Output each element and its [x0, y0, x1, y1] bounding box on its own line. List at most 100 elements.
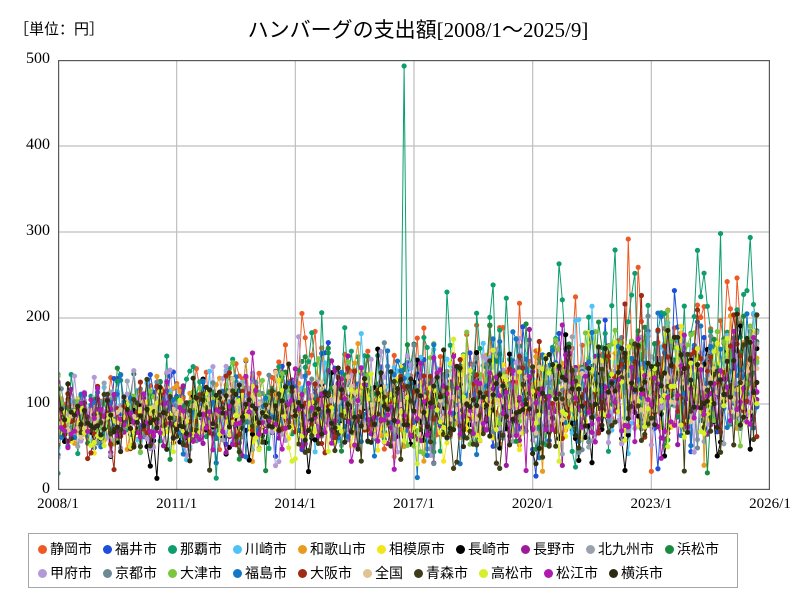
legend-item-大津市[interactable]: 大津市: [168, 566, 222, 580]
series-marker: [559, 396, 565, 402]
legend-item-北九州市[interactable]: 北九州市: [586, 542, 654, 556]
series-marker: [160, 443, 167, 449]
legend-item-浜松市[interactable]: 浜松市: [665, 542, 719, 556]
legend-item-那覇市[interactable]: 那覇市: [168, 542, 222, 556]
series-marker: [272, 369, 279, 375]
series-marker: [576, 445, 582, 451]
series-marker: [180, 408, 186, 414]
series-marker: [319, 310, 325, 316]
series-marker: [322, 389, 328, 396]
series-marker: [721, 339, 727, 345]
series-marker: [480, 340, 486, 346]
series-marker: [635, 328, 641, 334]
page-title: ハンバーグの支出額[2008/1〜2025/9]: [0, 14, 800, 44]
legend-marker-icon: [521, 544, 530, 554]
legend-item-高松市[interactable]: 高松市: [479, 566, 533, 580]
y-tick-label: 0: [42, 480, 50, 497]
series-marker: [332, 447, 338, 454]
series-marker: [167, 456, 173, 462]
series-marker: [741, 385, 747, 391]
series-marker: [642, 431, 648, 437]
series-marker: [510, 368, 516, 374]
series-marker: [424, 452, 430, 458]
series-marker: [526, 326, 532, 332]
series-marker: [276, 359, 282, 365]
legend-item-全国[interactable]: 全国: [363, 566, 403, 580]
series-marker: [510, 416, 516, 422]
legend-item-川崎市[interactable]: 川崎市: [233, 542, 287, 556]
legend-item-青森市[interactable]: 青森市: [414, 566, 468, 580]
legend-item-相模原市[interactable]: 相模原市: [377, 542, 445, 556]
series-marker: [411, 342, 417, 348]
series-marker: [556, 330, 562, 337]
series-marker: [391, 417, 397, 424]
series-marker: [497, 351, 503, 357]
legend-label: 大津市: [180, 565, 222, 581]
legend-item-大阪市[interactable]: 大阪市: [298, 566, 352, 580]
legend-item-京都市[interactable]: 京都市: [103, 566, 157, 580]
series-marker: [516, 353, 523, 359]
series-marker: [226, 424, 233, 430]
series-marker: [513, 360, 519, 366]
series-marker: [487, 433, 493, 439]
series-marker: [622, 467, 628, 474]
series-marker: [263, 429, 269, 435]
legend-item-横浜市[interactable]: 横浜市: [609, 566, 663, 580]
series-marker: [589, 303, 595, 309]
series-marker: [526, 373, 532, 380]
series-marker: [154, 373, 160, 379]
series-marker: [81, 390, 87, 396]
legend-item-長野市[interactable]: 長野市: [521, 542, 575, 556]
series-marker: [309, 405, 315, 411]
series-marker: [68, 386, 74, 392]
legend-marker-icon: [168, 568, 177, 578]
series-marker: [447, 360, 453, 366]
legend-item-松江市[interactable]: 松江市: [544, 566, 598, 580]
series-marker: [661, 343, 668, 349]
series-marker: [309, 376, 315, 382]
series-marker: [398, 368, 404, 374]
series-marker: [708, 333, 714, 339]
legend-item-福井市[interactable]: 福井市: [103, 542, 157, 556]
series-marker: [111, 391, 117, 398]
series-marker: [414, 357, 420, 363]
legend-item-福島市[interactable]: 福島市: [233, 566, 287, 580]
legend-item-長崎市[interactable]: 長崎市: [456, 542, 510, 556]
legend-marker-icon: [609, 568, 618, 578]
series-marker: [612, 327, 618, 333]
series-marker: [619, 361, 625, 367]
series-marker: [675, 334, 681, 340]
series-marker: [94, 423, 101, 429]
series-marker: [553, 396, 559, 402]
series-marker: [516, 369, 523, 375]
series-marker: [586, 359, 592, 365]
series-marker: [269, 429, 275, 435]
series-marker: [401, 63, 407, 69]
series-marker: [470, 362, 476, 368]
series-marker: [279, 370, 285, 377]
series-marker: [493, 358, 500, 364]
series-marker: [487, 322, 493, 328]
series-marker: [144, 406, 150, 412]
series-marker: [731, 357, 737, 364]
series-marker: [724, 279, 730, 285]
series-marker: [708, 328, 714, 334]
legend-item-和歌山市[interactable]: 和歌山市: [298, 542, 366, 556]
legend-item-静岡市[interactable]: 静岡市: [38, 542, 92, 556]
series-marker: [520, 406, 526, 413]
series-marker: [694, 319, 701, 325]
series-marker: [549, 426, 556, 432]
legend-item-甲府市[interactable]: 甲府市: [38, 566, 92, 580]
series-marker: [296, 441, 302, 447]
series-marker: [750, 389, 757, 396]
series-marker: [487, 370, 493, 376]
series-marker: [180, 451, 186, 457]
series-marker: [193, 395, 200, 401]
series-marker: [724, 335, 730, 341]
series-marker: [727, 343, 734, 349]
legend-label: 長野市: [533, 541, 575, 557]
series-marker: [744, 288, 750, 294]
series-marker: [734, 311, 740, 317]
series-marker: [457, 357, 463, 363]
series-marker: [691, 313, 697, 320]
